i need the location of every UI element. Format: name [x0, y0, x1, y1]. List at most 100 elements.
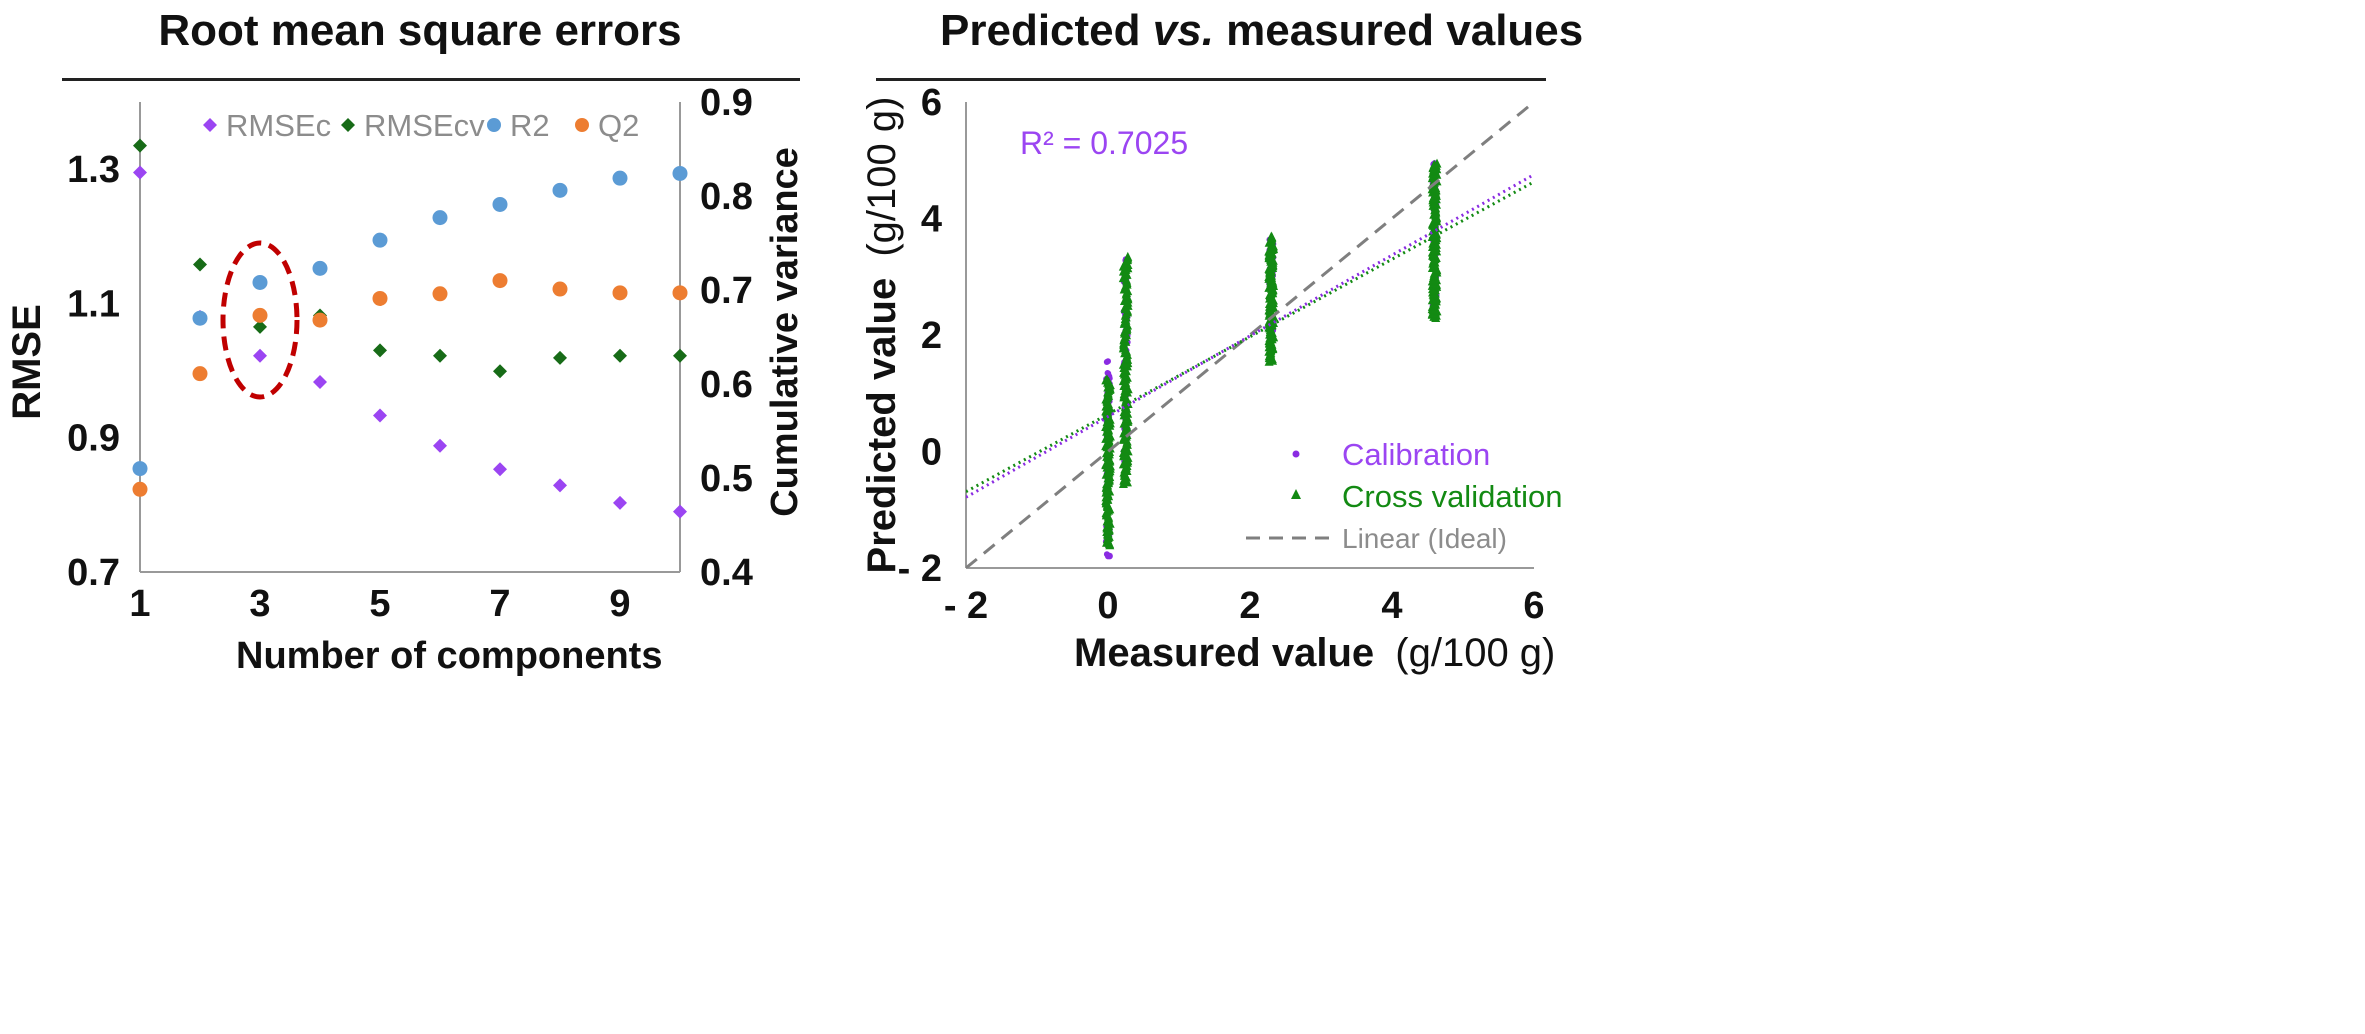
rmse-points	[132, 138, 688, 519]
y2-tick-label: 0.7	[700, 270, 753, 312]
cross-validation-point	[1432, 158, 1442, 168]
rmse-ticks: 1 3 5 7 9 0.7 0.9 1.1 1.3 0.4 0.5 0.6 0.7 0.8 0.9	[67, 82, 753, 625]
r2-point	[192, 310, 208, 326]
y-tick-label: 0.9	[67, 418, 120, 460]
prediction-y-tick-label: - 2	[898, 548, 942, 590]
q2-legend-label: Q2	[598, 108, 639, 143]
left-y-axis-label: RMSE	[5, 304, 49, 420]
y-label-units: (g/100 g)	[860, 97, 904, 257]
rmsec-point	[433, 438, 447, 453]
calibration-legend-marker	[1292, 450, 1300, 458]
rmsec-point	[673, 504, 687, 519]
prediction-x-tick-label: - 2	[944, 585, 988, 627]
rmsecv-point	[493, 364, 507, 379]
rmsec-legend-marker	[203, 118, 217, 132]
q2-point	[132, 481, 148, 497]
prediction-x-tick-label: 4	[1381, 585, 1402, 627]
left-panel-title: Root mean square errors	[158, 6, 682, 55]
ideal-line	[966, 102, 1534, 568]
x-tick-label: 1	[129, 583, 150, 625]
right-panel-title: Predicted vs. measured values	[940, 6, 1583, 56]
prediction-y-tick-label: 4	[921, 199, 942, 241]
calibration-point	[1104, 370, 1111, 377]
prediction-legend: Calibration Cross validation Linear (Ideal…	[1246, 437, 1563, 554]
rmsecv-point	[613, 348, 627, 363]
rmsec-point	[553, 478, 567, 493]
y2-tick-label: 0.4	[700, 552, 753, 594]
q2-point	[252, 307, 268, 323]
prediction-x-tick-label: 2	[1239, 585, 1260, 627]
r2-legend-label: R2	[510, 108, 550, 143]
right-y-axis-label: Cumulative variance	[764, 147, 806, 517]
y-tick-label: 1.3	[67, 149, 120, 191]
cross-validation-point	[1266, 231, 1276, 241]
r2-point	[312, 260, 328, 276]
left-title-rule	[62, 78, 800, 81]
rmsecv-point	[553, 350, 567, 365]
q2-point	[552, 281, 568, 297]
y2-tick-label: 0.6	[700, 364, 753, 406]
rmsec-point	[373, 408, 387, 423]
rmse-axes	[139, 102, 681, 573]
r2-point	[432, 210, 448, 226]
prediction-fit-lines	[966, 102, 1534, 568]
y-label-bold: Predicted value	[860, 278, 904, 574]
prediction-y-axis-label: Predicted value (g/100 g)	[860, 97, 904, 574]
r2-point	[672, 165, 688, 181]
rmsec-point	[313, 374, 327, 389]
rmsecv-point	[673, 348, 687, 363]
rmsec-point	[253, 348, 267, 363]
x-label-units: (g/100 g)	[1395, 631, 1555, 675]
r2-point	[612, 170, 628, 186]
right-title-part1: Predicted	[940, 6, 1153, 55]
rmsecv-point	[253, 319, 267, 334]
rmsecv-legend-marker	[341, 118, 355, 132]
r2-legend-marker	[487, 118, 501, 132]
r2-point	[552, 182, 568, 198]
r2-point	[372, 232, 388, 248]
rmse-legend: RMSEc RMSEcv R2 Q2	[203, 108, 639, 143]
x-tick-label: 5	[369, 583, 390, 625]
q2-point	[312, 312, 328, 328]
rmsecv-point	[133, 138, 147, 153]
right-title-rule	[876, 78, 1546, 81]
x-tick-label: 9	[609, 583, 630, 625]
highlight-ellipse	[220, 240, 300, 400]
prediction-y-tick-label: 6	[921, 82, 942, 124]
prediction-x-tick-label: 6	[1523, 585, 1544, 627]
right-title-part2: measured values	[1213, 6, 1584, 55]
rmsec-point	[613, 495, 627, 510]
y2-tick-label: 0.5	[700, 458, 753, 500]
rmsec-legend-label: RMSEc	[226, 108, 331, 143]
y-tick-label: 0.7	[67, 552, 120, 594]
cross-validation-legend-marker	[1291, 489, 1301, 499]
r-squared-annotation: R² = 0.7025	[1020, 125, 1188, 161]
rmsecv-point	[193, 257, 207, 272]
r2-point	[132, 461, 148, 477]
rmsecv-point	[433, 348, 447, 363]
q2-point	[372, 290, 388, 306]
prediction-y-tick-label: 0	[921, 432, 942, 474]
prediction-x-axis-label: Measured value (g/100 g)	[1074, 631, 1555, 675]
q2-point	[432, 286, 448, 302]
calibration-fit-line	[966, 173, 1534, 499]
y2-tick-label: 0.8	[700, 176, 753, 218]
y-tick-label: 1.1	[67, 283, 120, 325]
y2-tick-label: 0.9	[700, 82, 753, 124]
r2-point	[252, 274, 268, 290]
prediction-points	[1101, 158, 1442, 560]
q2-legend-marker	[575, 118, 589, 132]
x-tick-label: 7	[489, 583, 510, 625]
cross-validation-point	[1123, 251, 1133, 261]
x-tick-label: 3	[249, 583, 270, 625]
rmsecv-point	[373, 343, 387, 358]
calibration-point	[1105, 358, 1111, 365]
calibration-legend-label: Calibration	[1342, 437, 1490, 472]
rmse-chart: 1 3 5 7 9 0.7 0.9 1.1 1.3 0.4 0.5 0.6 0.7 0.8 0.9 RMSE…	[5, 82, 806, 677]
prediction-y-tick-label: 2	[921, 315, 942, 357]
calibration-point	[1105, 553, 1111, 560]
predicted-vs-measured-chart: - 2 0 2 4 6 - 2 0 2 4 6 Calibration Cross validati…	[860, 82, 1563, 675]
right-title-italic: vs.	[1152, 6, 1214, 55]
cross-validation-point	[1102, 374, 1112, 384]
q2-point	[612, 285, 628, 301]
